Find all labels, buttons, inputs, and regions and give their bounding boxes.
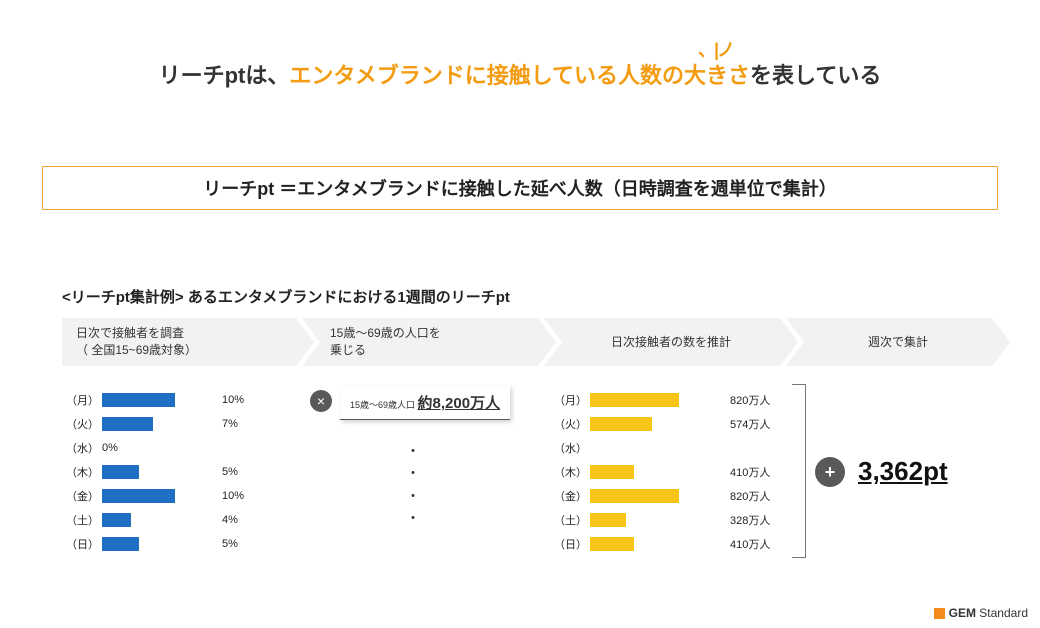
flow-step-4-label: 週次で集計 — [840, 334, 938, 351]
flow-step-2: 15歳〜69歳の人口を 乗じる — [302, 318, 538, 366]
bar-fill — [590, 537, 634, 551]
bar-value-label: 410万人 — [730, 536, 770, 552]
bar-row: （水）0% — [66, 436, 286, 460]
definition-text: リーチpt ＝エンタメブランドに接触した延べ人数（日時調査を週単位で集計） — [203, 175, 836, 201]
bar-track — [102, 393, 212, 407]
footer-brand-bold: GEM — [949, 606, 976, 620]
bar-fill — [102, 417, 153, 431]
daily-reach-percent-chart: （月）10%（火）7%（水）0%（木）5%（金）10%（土）4%（日）5% — [66, 388, 286, 556]
bar-value-label: 10% — [222, 394, 244, 406]
bar-row: （木） 410万人 — [554, 460, 784, 484]
bar-fill — [102, 393, 175, 407]
definition-box: リーチpt ＝エンタメブランドに接触した延べ人数（日時調査を週単位で集計） — [42, 166, 998, 210]
bar-row: （水） — [554, 436, 784, 460]
bar-fill — [590, 465, 634, 479]
result-value: 3,362pt — [858, 456, 948, 487]
page-title-wrap: リーチptは、エンタメブランドに接触している人数の大きさを表している — [0, 58, 1040, 90]
bar-day-label: （月） — [66, 392, 102, 408]
bar-track — [590, 489, 720, 503]
ellipsis-dots: ・・・・ — [406, 440, 420, 530]
bar-row: （金） 820万人 — [554, 484, 784, 508]
bar-day-label: （土） — [66, 512, 102, 528]
title-suffix: を表している — [750, 63, 881, 88]
footer-brand-rest: Standard — [976, 606, 1028, 620]
title-prefix: リーチptは、 — [159, 63, 290, 88]
bar-track — [590, 513, 720, 527]
bar-day-label: （火） — [554, 416, 590, 432]
bar-day-label: （金） — [554, 488, 590, 504]
bar-value-label: 10% — [222, 490, 244, 502]
population-caption-prefix: 15歳〜69歳人口 — [350, 400, 418, 410]
bar-track — [102, 417, 212, 431]
bar-fill — [102, 513, 131, 527]
footer-logo: GEM Standard — [934, 606, 1028, 620]
bar-track — [102, 513, 212, 527]
bar-track — [590, 465, 720, 479]
bar-value-label: 820万人 — [730, 488, 770, 504]
flow-step-4: 週次で集計 — [786, 318, 992, 366]
bar-value-label: 574万人 — [730, 416, 770, 432]
bar-row: （日） 410万人 — [554, 532, 784, 556]
bar-value-label: 5% — [222, 538, 238, 550]
bar-fill — [590, 393, 679, 407]
title-highlight: エンタメブランドに接触している人数の大きさ — [289, 63, 750, 88]
logo-square-icon — [934, 608, 945, 619]
flow-step-3: 日次接触者の数を推計 — [544, 318, 780, 366]
bar-row: （金） 10% — [66, 484, 286, 508]
bar-day-label: （土） — [554, 512, 590, 528]
bar-fill — [102, 537, 139, 551]
bar-day-label: （日） — [554, 536, 590, 552]
bar-fill — [590, 489, 679, 503]
bar-row: （火） 574万人 — [554, 412, 784, 436]
multiply-icon: × — [310, 390, 332, 412]
flow-step-3-label: 日次接触者の数を推計 — [583, 334, 741, 351]
bar-day-label: （日） — [66, 536, 102, 552]
flow-step-1-label: 日次で接触者を調査 （ 全国15~69歳対象） — [62, 325, 207, 359]
population-caption-value: 約8,200万人 — [418, 395, 501, 412]
plus-icon: + — [815, 457, 845, 487]
bar-track — [102, 537, 212, 551]
bar-day-label: （月） — [554, 392, 590, 408]
page-title: リーチptは、エンタメブランドに接触している人数の大きさを表している — [159, 63, 882, 88]
bar-fill — [590, 513, 626, 527]
bar-track — [102, 465, 212, 479]
bar-value-label: 7% — [222, 418, 238, 430]
bar-day-label: （火） — [66, 416, 102, 432]
bar-row: （木） 5% — [66, 460, 286, 484]
bar-day-label: （金） — [66, 488, 102, 504]
bar-value-label: 0% — [102, 442, 118, 454]
example-subtitle: <リーチpt集計例> あるエンタメブランドにおける1週間のリーチpt — [62, 286, 510, 307]
bar-track — [102, 489, 212, 503]
flow-step-2-label: 15歳〜69歳の人口を 乗じる — [302, 325, 451, 359]
bar-fill — [590, 417, 652, 431]
bar-value-label: 410万人 — [730, 464, 770, 480]
bar-fill — [102, 465, 139, 479]
bar-value-label: 4% — [222, 514, 238, 526]
bar-track — [590, 537, 720, 551]
bar-row: （日） 5% — [66, 532, 286, 556]
sum-bracket — [792, 384, 806, 558]
bar-value-label: 820万人 — [730, 392, 770, 408]
bar-track — [590, 393, 720, 407]
bar-row: （火） 7% — [66, 412, 286, 436]
bar-row: （土） 328万人 — [554, 508, 784, 532]
bar-value-label: 5% — [222, 466, 238, 478]
bar-day-label: （木） — [554, 464, 590, 480]
population-box: 15歳〜69歳人口 約8,200万人 — [340, 386, 510, 420]
bar-row: （月） 820万人 — [554, 388, 784, 412]
bar-fill — [102, 489, 175, 503]
bar-track — [590, 417, 720, 431]
bar-row: （土） 4% — [66, 508, 286, 532]
flow-step-1: 日次で接触者を調査 （ 全国15~69歳対象） — [62, 318, 296, 366]
daily-reach-count-chart: （月） 820万人 （火） 574万人 （水） （木） 410万人 （金） 820万人 （土） 32… — [554, 388, 784, 556]
bar-day-label: （水） — [554, 440, 590, 456]
bar-value-label: 328万人 — [730, 512, 770, 528]
bar-row: （月） 10% — [66, 388, 286, 412]
bar-day-label: （木） — [66, 464, 102, 480]
flow-steps: 日次で接触者を調査 （ 全国15~69歳対象） 15歳〜69歳の人口を 乗じる … — [62, 318, 998, 366]
bar-day-label: （水） — [66, 440, 102, 456]
